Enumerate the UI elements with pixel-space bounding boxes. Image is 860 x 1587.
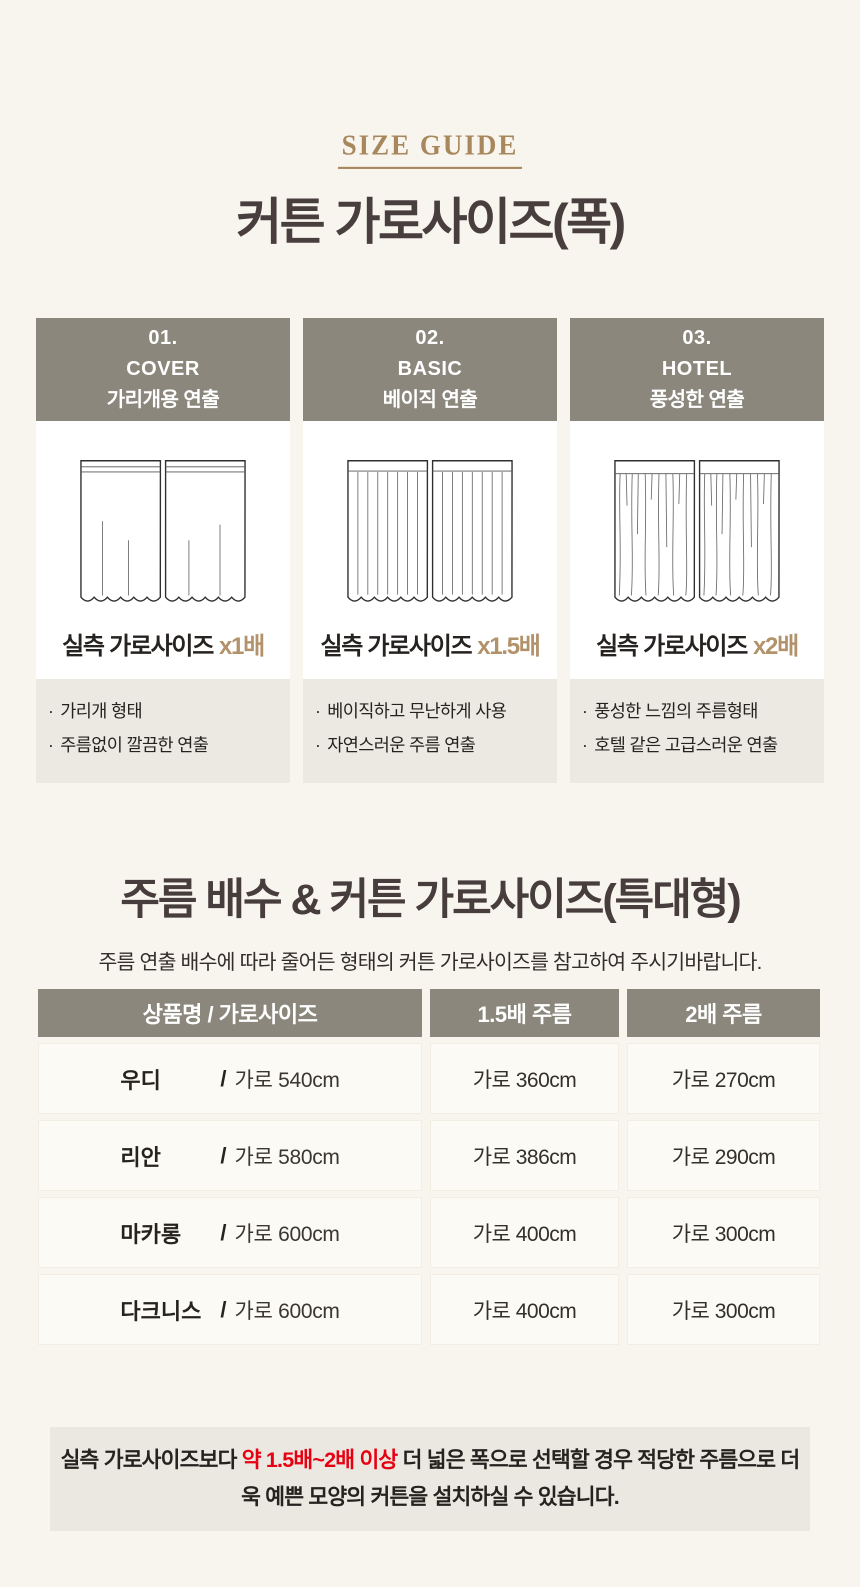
table-row: 마카롱 / 가로 600cm 가로 400cm 가로 300cm	[38, 1197, 822, 1268]
column-basic-bullets: 베이직하고 무난하게 사용 자연스러운 주름 연출	[303, 679, 557, 783]
curtain-illustration-hotel	[614, 460, 780, 602]
column-hotel-bullets: 풍성한 느낌의 주름형태 호텔 같은 고급스러운 연출	[570, 679, 824, 783]
section-subtitle: 주름 연출 배수에 따라 줄어든 형태의 커튼 가로사이즈를 참고하여 주시기바…	[98, 951, 763, 974]
separator: /	[220, 1065, 227, 1091]
column-hotel-body: 실측 가로사이즈 x2배	[570, 421, 824, 679]
table-header-row: 상품명 / 가로사이즈 1.5배 주름 2배 주름	[38, 989, 822, 1037]
bullet-item: 자연스러운 주름 연출	[315, 728, 549, 762]
product-name: 마카롱	[120, 1221, 182, 1247]
table-row: 우디 / 가로 540cm 가로 360cm 가로 270cm	[38, 1043, 822, 1114]
product-name: 리안	[120, 1144, 161, 1170]
section-title: 주름 배수 & 커튼 가로사이즈(특대형)	[120, 876, 741, 924]
bullet-item: 가리개 형태	[48, 694, 282, 728]
curtain-illustration-cover	[80, 460, 246, 602]
pleat-2x-cell: 가로 270cm	[627, 1043, 820, 1114]
bullet-item: 베이직하고 무난하게 사용	[315, 694, 549, 728]
curtain-style-columns: 01. COVER 가리개용 연출 실측 가로사이즈 x1배	[0, 318, 860, 783]
column-basic-header: 02. BASIC 베이직 연출	[303, 318, 557, 421]
column-header-pleat-2x: 2배 주름	[627, 989, 820, 1037]
product-width: 가로 600cm	[234, 1222, 340, 1246]
column-cover: 01. COVER 가리개용 연출 실측 가로사이즈 x1배	[36, 318, 290, 783]
multiplier-x1: x1배	[218, 633, 265, 660]
product-width: 가로 540cm	[234, 1068, 340, 1092]
table-row: 다크니스 / 가로 600cm 가로 400cm 가로 300cm	[38, 1274, 822, 1345]
separator: /	[220, 1219, 227, 1245]
column-cover-bullets: 가리개 형태 주름없이 깔끔한 연출	[36, 679, 290, 783]
column-name: COVER	[126, 358, 200, 380]
product-name-cell: 마카롱 / 가로 600cm	[38, 1197, 422, 1268]
pleat-2x-cell: 가로 300cm	[627, 1197, 820, 1268]
pleat-1-5x-cell: 가로 360cm	[430, 1043, 619, 1114]
size-guide-label: SIZE GUIDE	[337, 129, 523, 169]
column-header-product: 상품명 / 가로사이즈	[38, 989, 422, 1037]
pleat-1-5x-cell: 가로 400cm	[430, 1197, 619, 1268]
column-subtitle: 풍성한 연출	[649, 389, 745, 411]
product-width: 가로 600cm	[234, 1299, 340, 1323]
column-subtitle: 베이직 연출	[382, 389, 478, 411]
column-subtitle: 가리개용 연출	[106, 389, 220, 411]
caption-text: 실측 가로사이즈	[320, 633, 472, 660]
multiplier-x1-5: x1.5배	[477, 633, 541, 660]
bullet-item: 주름없이 깔끔한 연출	[48, 728, 282, 762]
measured-size-caption: 실측 가로사이즈 x2배	[596, 626, 799, 661]
separator: /	[220, 1142, 227, 1168]
product-name-cell: 우디 / 가로 540cm	[38, 1043, 422, 1114]
multiplier-x2: x2배	[752, 633, 799, 660]
note-highlight: 약 1.5배~2배 이상	[241, 1448, 398, 1472]
column-name: BASIC	[397, 358, 463, 380]
pleat-1-5x-cell: 가로 386cm	[430, 1120, 619, 1191]
column-header-pleat-1-5x: 1.5배 주름	[430, 989, 619, 1037]
separator: /	[220, 1296, 227, 1322]
note-text: 실측 가로사이즈보다	[60, 1448, 242, 1472]
bottom-note-box: 실측 가로사이즈보다 약 1.5배~2배 이상 더 넓은 폭으로 선택할 경우 …	[50, 1427, 810, 1532]
pleat-2x-cell: 가로 290cm	[627, 1120, 820, 1191]
product-name: 다크니스	[120, 1298, 202, 1324]
column-number: 03.	[682, 327, 712, 349]
caption-text: 실측 가로사이즈	[62, 633, 214, 660]
size-table: 상품명 / 가로사이즈 1.5배 주름 2배 주름 우디 / 가로 540cm …	[38, 989, 822, 1345]
column-name: HOTEL	[661, 358, 733, 380]
product-name: 우디	[120, 1067, 161, 1093]
page-title: 커튼 가로사이즈(폭)	[236, 194, 626, 250]
column-number: 02.	[415, 327, 445, 349]
product-name-cell: 리안 / 가로 580cm	[38, 1120, 422, 1191]
pleat-2x-cell: 가로 300cm	[627, 1274, 820, 1345]
table-row: 리안 / 가로 580cm 가로 386cm 가로 290cm	[38, 1120, 822, 1191]
bullet-item: 풍성한 느낌의 주름형태	[582, 694, 816, 728]
measured-size-caption: 실측 가로사이즈 x1.5배	[320, 626, 541, 661]
note-text: 더 넓은 폭으로 선택할 경우 적당한 주름으로 더욱 예쁜 모양의 커튼을 설…	[241, 1448, 800, 1509]
column-cover-header: 01. COVER 가리개용 연출	[36, 318, 290, 421]
product-width: 가로 580cm	[234, 1145, 340, 1169]
column-basic-body: 실측 가로사이즈 x1.5배	[303, 421, 557, 679]
pleat-1-5x-cell: 가로 400cm	[430, 1274, 619, 1345]
curtain-illustration-basic	[347, 460, 513, 602]
column-hotel-header: 03. HOTEL 풍성한 연출	[570, 318, 824, 421]
bullet-item: 호텔 같은 고급스러운 연출	[582, 728, 816, 762]
column-cover-body: 실측 가로사이즈 x1배	[36, 421, 290, 679]
measured-size-caption: 실측 가로사이즈 x1배	[62, 626, 265, 661]
product-name-cell: 다크니스 / 가로 600cm	[38, 1274, 422, 1345]
caption-text: 실측 가로사이즈	[596, 633, 748, 660]
column-number: 01.	[148, 327, 178, 349]
eyebrow-wrap: SIZE GUIDE	[0, 129, 860, 169]
